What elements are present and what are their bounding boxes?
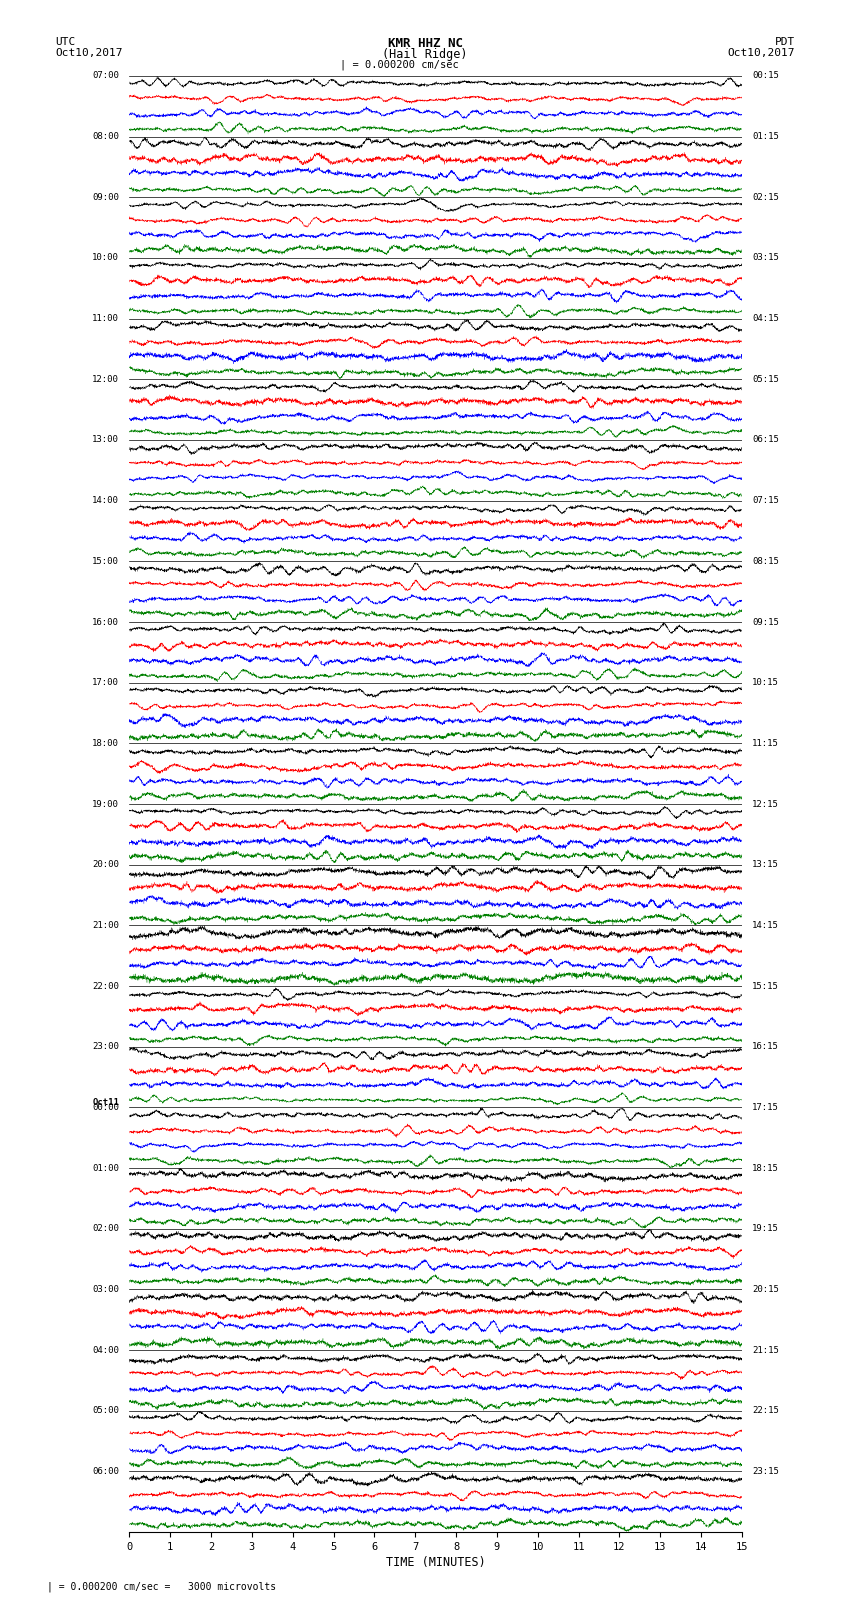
Text: 22:00: 22:00 (93, 982, 119, 990)
Text: | = 0.000200 cm/sec: | = 0.000200 cm/sec (340, 60, 459, 71)
Text: 22:15: 22:15 (752, 1407, 779, 1415)
Text: 07:00: 07:00 (93, 71, 119, 81)
Text: Oct10,2017: Oct10,2017 (55, 48, 122, 58)
Text: 08:15: 08:15 (752, 556, 779, 566)
Text: 21:00: 21:00 (93, 921, 119, 929)
Text: 20:00: 20:00 (93, 860, 119, 869)
Text: 08:00: 08:00 (93, 132, 119, 140)
Text: 14:00: 14:00 (93, 497, 119, 505)
Text: 12:15: 12:15 (752, 800, 779, 808)
Text: 01:15: 01:15 (752, 132, 779, 140)
Text: 17:00: 17:00 (93, 677, 119, 687)
Text: 20:15: 20:15 (752, 1286, 779, 1294)
Text: | = 0.000200 cm/sec =   3000 microvolts: | = 0.000200 cm/sec = 3000 microvolts (47, 1581, 276, 1592)
Text: 02:15: 02:15 (752, 194, 779, 202)
Text: 12:00: 12:00 (93, 374, 119, 384)
Text: 17:15: 17:15 (752, 1103, 779, 1111)
Text: 13:00: 13:00 (93, 436, 119, 445)
Text: 18:15: 18:15 (752, 1163, 779, 1173)
Text: 23:15: 23:15 (752, 1466, 779, 1476)
Text: 09:00: 09:00 (93, 194, 119, 202)
Text: 10:15: 10:15 (752, 677, 779, 687)
Text: 23:00: 23:00 (93, 1042, 119, 1052)
Text: 16:00: 16:00 (93, 618, 119, 626)
X-axis label: TIME (MINUTES): TIME (MINUTES) (386, 1557, 485, 1569)
Text: UTC: UTC (55, 37, 76, 47)
Text: 02:00: 02:00 (93, 1224, 119, 1234)
Text: 05:00: 05:00 (93, 1407, 119, 1415)
Text: 16:15: 16:15 (752, 1042, 779, 1052)
Text: 11:15: 11:15 (752, 739, 779, 748)
Text: 06:15: 06:15 (752, 436, 779, 445)
Text: 07:15: 07:15 (752, 497, 779, 505)
Text: PDT: PDT (774, 37, 795, 47)
Text: Oct10,2017: Oct10,2017 (728, 48, 795, 58)
Text: 00:15: 00:15 (752, 71, 779, 81)
Text: 14:15: 14:15 (752, 921, 779, 929)
Text: 13:15: 13:15 (752, 860, 779, 869)
Text: 18:00: 18:00 (93, 739, 119, 748)
Text: KMR HHZ NC: KMR HHZ NC (388, 37, 462, 50)
Text: 10:00: 10:00 (93, 253, 119, 263)
Text: 04:00: 04:00 (93, 1345, 119, 1355)
Text: 00:00: 00:00 (93, 1103, 119, 1111)
Text: 01:00: 01:00 (93, 1163, 119, 1173)
Text: 21:15: 21:15 (752, 1345, 779, 1355)
Text: (Hail Ridge): (Hail Ridge) (382, 48, 468, 61)
Text: 19:00: 19:00 (93, 800, 119, 808)
Text: 19:15: 19:15 (752, 1224, 779, 1234)
Text: Oct11: Oct11 (93, 1097, 119, 1107)
Text: 09:15: 09:15 (752, 618, 779, 626)
Text: 06:00: 06:00 (93, 1466, 119, 1476)
Text: 15:00: 15:00 (93, 556, 119, 566)
Text: 03:00: 03:00 (93, 1286, 119, 1294)
Text: 11:00: 11:00 (93, 315, 119, 323)
Text: 05:15: 05:15 (752, 374, 779, 384)
Text: 15:15: 15:15 (752, 982, 779, 990)
Text: 03:15: 03:15 (752, 253, 779, 263)
Text: 04:15: 04:15 (752, 315, 779, 323)
